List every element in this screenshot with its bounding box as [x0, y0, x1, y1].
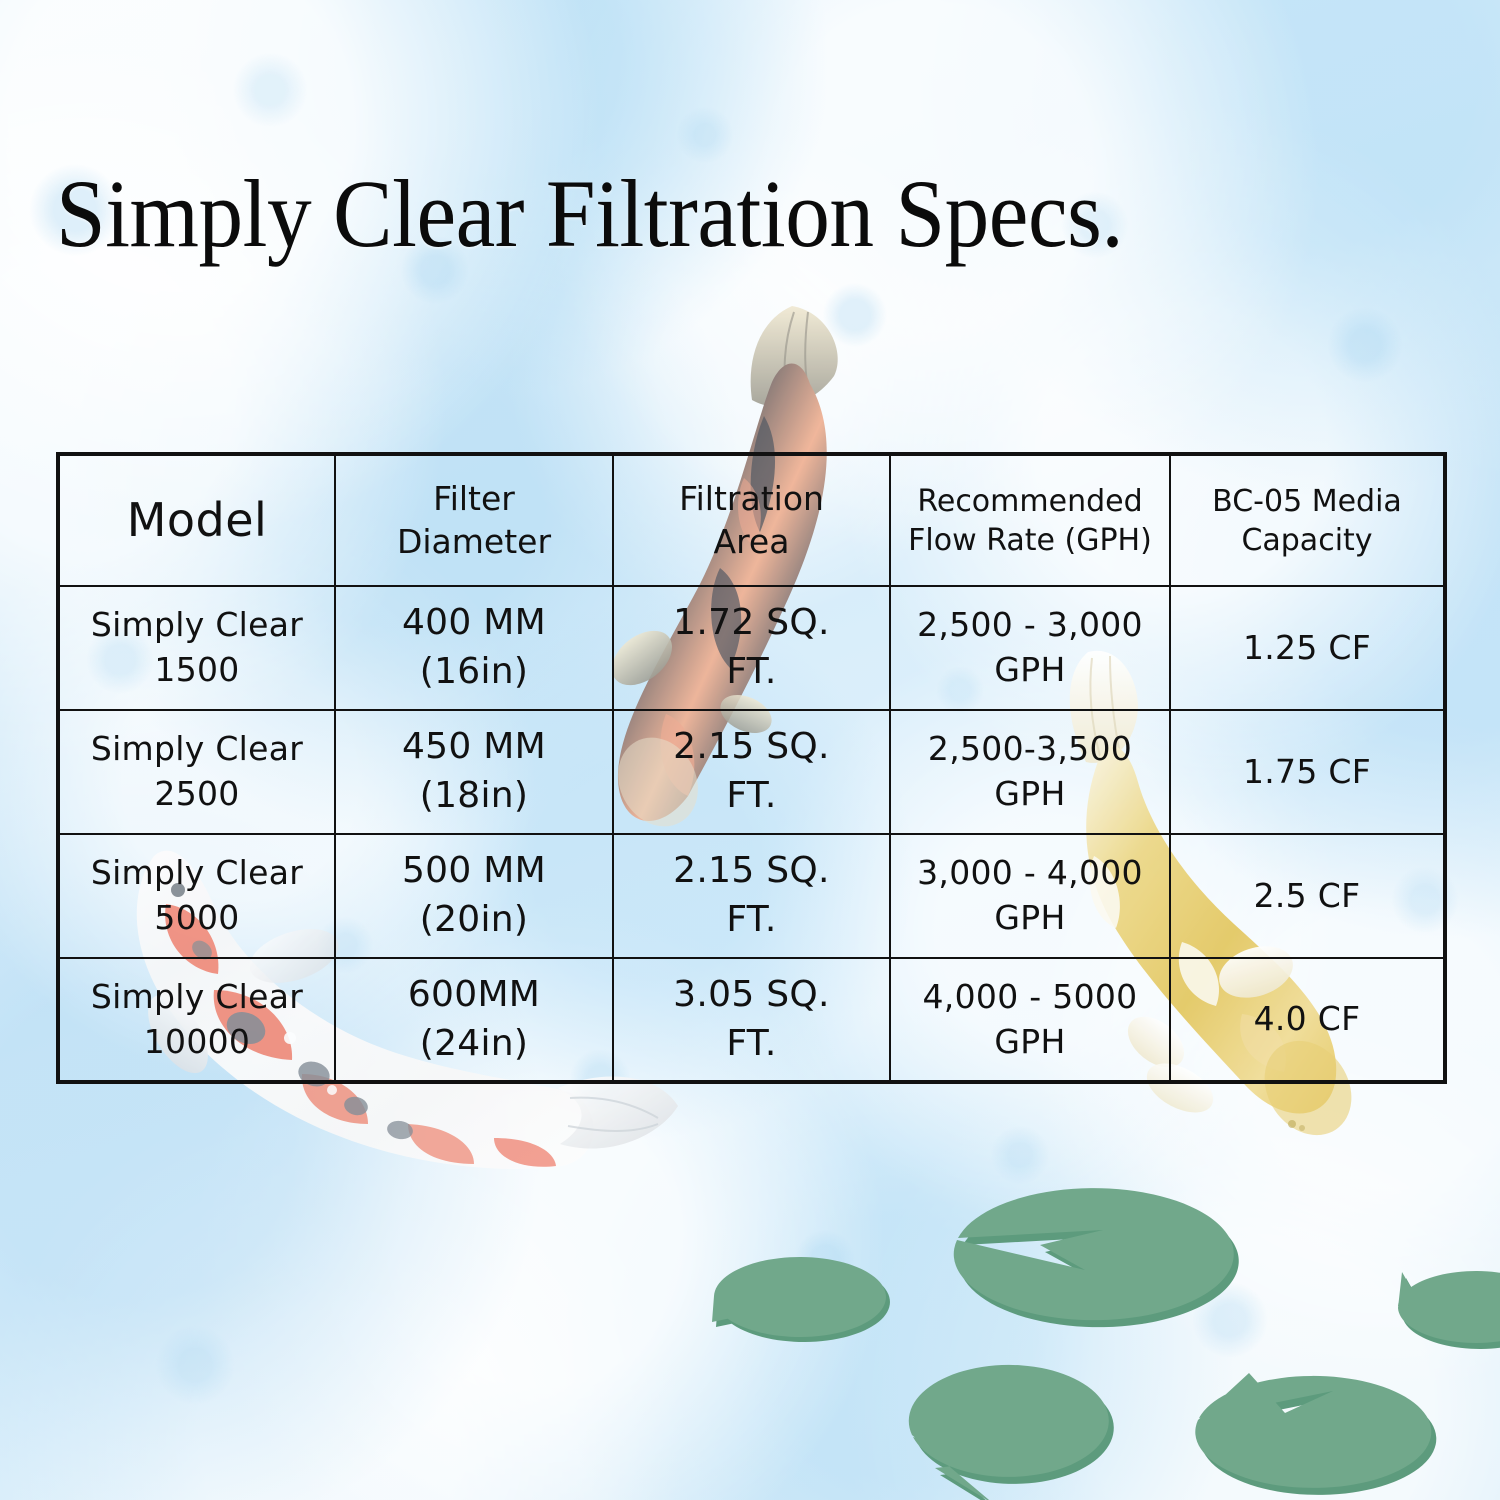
cell-area: 2.15 SQ. FT. [612, 709, 891, 835]
cell-diameter-line1: 400 MM [401, 602, 547, 644]
cell-flow-line2: GPH [994, 1021, 1066, 1061]
cell-area-line1: 2.15 SQ. [673, 850, 830, 892]
cell-model: Simply Clear 1500 [57, 585, 336, 711]
cell-flow-line2: GPH [994, 650, 1066, 689]
cell-model-line1: Simply Clear [90, 605, 304, 645]
lily-pad-right [1195, 1373, 1437, 1495]
cell-diameter-line2: (24in) [419, 1022, 529, 1064]
lily-pad-left [712, 1257, 890, 1342]
cell-media: 1.25 CF [1169, 585, 1446, 711]
cell-media: 1.75 CF [1169, 709, 1446, 835]
table-row: Simply Clear 10000 600MM (24in) 3.05 SQ.… [57, 957, 1446, 1083]
table-row: Simply Clear 2500 450 MM (18in) 2.15 SQ.… [57, 709, 1446, 835]
column-header-flow-line2: Flow Rate (GPH) [908, 522, 1152, 558]
cell-flow: 2,500 - 3,000 GPH [889, 585, 1171, 711]
cell-model-line2: 10000 [143, 1021, 251, 1061]
cell-model-line2: 2500 [154, 774, 240, 813]
column-header-diameter-line2: Diameter [396, 521, 552, 561]
cell-area-line2: FT. [726, 651, 777, 692]
cell-area-line2: FT. [726, 1022, 777, 1064]
cell-media-value: 2.5 CF [1253, 875, 1361, 915]
cell-diameter-line1: 450 MM [401, 726, 547, 768]
column-header-area-line2: Area [713, 521, 790, 561]
column-header-media-line1: BC-05 Media [1212, 483, 1402, 519]
page-title: Simply Clear Filtration Specs. [56, 160, 1124, 267]
filtration-specs-table: Model Filter Diameter Filtration Area Re… [56, 452, 1447, 1084]
cell-diameter-line1: 600MM [407, 973, 541, 1015]
column-header-flow-line1: Recommended [917, 483, 1143, 519]
cell-area-line2: FT. [726, 775, 777, 816]
column-header-model-label: Model [126, 493, 268, 548]
cell-model: Simply Clear 2500 [57, 709, 336, 835]
column-header-media-line2: Capacity [1241, 522, 1373, 558]
cell-flow-line1: 4,000 - 5000 [922, 976, 1138, 1016]
cell-flow-line1: 2,500-3,500 [927, 729, 1133, 769]
column-header-diameter-line1: Filter [433, 479, 515, 519]
cell-area: 3.05 SQ. FT. [612, 957, 891, 1083]
cell-area-line1: 1.72 SQ. [673, 602, 830, 644]
column-header-flow: Recommended Flow Rate (GPH) [889, 453, 1171, 587]
cell-media-value: 1.25 CF [1242, 627, 1372, 667]
cell-model-line2: 5000 [154, 898, 240, 937]
cell-model-line1: Simply Clear [90, 853, 304, 893]
table-row: Simply Clear 1500 400 MM (16in) 1.72 SQ.… [57, 585, 1446, 711]
cell-diameter: 450 MM (18in) [334, 709, 614, 835]
cell-diameter: 500 MM (20in) [334, 833, 614, 959]
column-header-diameter: Filter Diameter [334, 453, 614, 587]
cell-model: Simply Clear 10000 [57, 957, 336, 1083]
cell-model: Simply Clear 5000 [57, 833, 336, 959]
column-header-area-line1: Filtration [679, 479, 824, 519]
cell-flow-line2: GPH [994, 898, 1066, 937]
cell-diameter: 400 MM (16in) [334, 585, 614, 711]
cell-flow: 3,000 - 4,000 GPH [889, 833, 1171, 959]
column-header-model: Model [57, 453, 336, 587]
cell-media: 4.0 CF [1169, 957, 1446, 1083]
cell-model-line2: 1500 [154, 650, 240, 689]
cell-diameter-line1: 500 MM [401, 850, 547, 892]
cell-diameter-line2: (16in) [419, 651, 529, 692]
cell-diameter: 600MM (24in) [334, 957, 614, 1083]
lily-pad-center-large [953, 1188, 1239, 1328]
cell-area: 1.72 SQ. FT. [612, 585, 891, 711]
cell-flow: 4,000 - 5000 GPH [889, 957, 1171, 1083]
cell-media-value: 1.75 CF [1242, 751, 1372, 791]
cell-flow-line2: GPH [994, 774, 1066, 813]
cell-flow: 2,500-3,500 GPH [889, 709, 1171, 835]
cell-area: 2.15 SQ. FT. [612, 833, 891, 959]
lily-pad-bottom [908, 1364, 1114, 1500]
cell-model-line1: Simply Clear [90, 729, 304, 769]
table-row: Simply Clear 5000 500 MM (20in) 2.15 SQ.… [57, 833, 1446, 959]
cell-area-line2: FT. [726, 899, 777, 940]
cell-flow-line1: 2,500 - 3,000 [917, 605, 1143, 645]
cell-model-line1: Simply Clear [90, 976, 304, 1016]
column-header-media: BC-05 Media Capacity [1169, 453, 1446, 587]
cell-diameter-line2: (18in) [419, 775, 529, 816]
lily-pad-far-right [1398, 1271, 1500, 1349]
column-header-area: Filtration Area [612, 453, 891, 587]
cell-flow-line1: 3,000 - 4,000 [917, 853, 1143, 893]
cell-area-line1: 3.05 SQ. [673, 973, 830, 1015]
cell-area-line1: 2.15 SQ. [673, 726, 830, 768]
cell-media-value: 4.0 CF [1253, 999, 1361, 1039]
table-header-row: Model Filter Diameter Filtration Area Re… [57, 453, 1446, 587]
cell-diameter-line2: (20in) [419, 899, 529, 940]
cell-media: 2.5 CF [1169, 833, 1446, 959]
